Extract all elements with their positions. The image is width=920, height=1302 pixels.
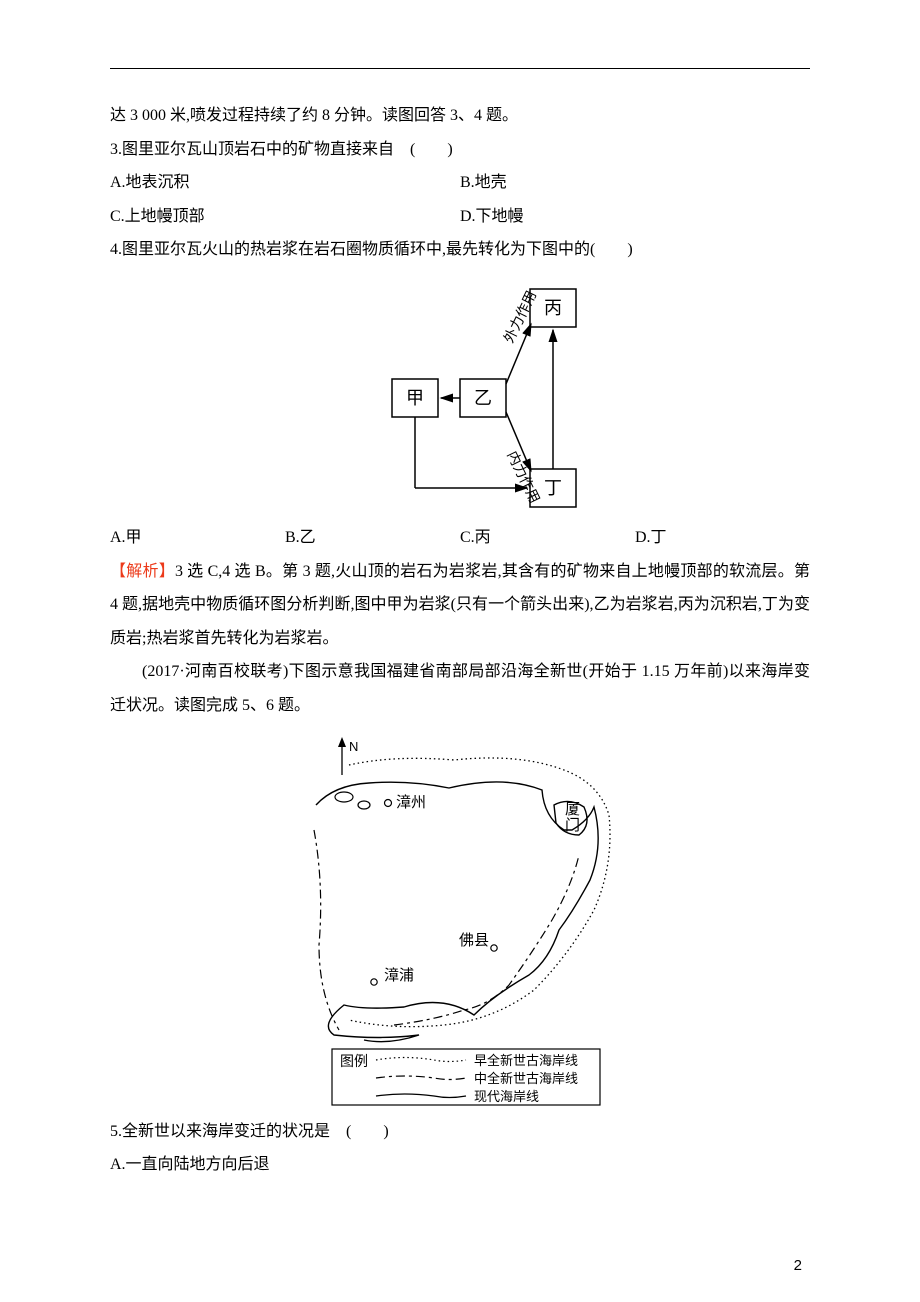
islet-2	[358, 801, 370, 809]
q5-optA: A.一直向陆地方向后退	[110, 1148, 810, 1182]
rock-cycle-figure: 甲 乙 丙 丁 外力作用 内力作用	[110, 279, 810, 513]
analysis-text: 3 选 C,4 选 B。第 3 题,火山顶的岩石为岩浆岩,其含有的矿物来自上地幔…	[110, 563, 810, 647]
coast-early	[349, 757, 610, 1026]
q3-optC: C.上地幔顶部	[110, 200, 460, 234]
q3-optD: D.下地幔	[460, 200, 810, 234]
north-arrow-head	[338, 737, 346, 747]
label-xiamen-2: 门	[565, 817, 580, 834]
q4-optC: C.丙	[460, 521, 635, 555]
marker-zhangzhou	[385, 799, 392, 806]
label-foxian: 佛县	[459, 932, 489, 949]
coast-mid	[314, 830, 579, 1030]
coast-map-figure: N 漳州 厦 门 佛县 漳浦 图例 早全新世古	[110, 735, 810, 1107]
page-content: 达 3 000 米,喷发过程持续了约 8 分钟。读图回答 3、4 题。 3.图里…	[0, 0, 920, 1232]
node-yi: 乙	[474, 388, 492, 408]
node-jia: 甲	[406, 388, 424, 408]
rock-cycle-svg: 甲 乙 丙 丁 外力作用 内力作用	[337, 279, 583, 513]
node-bing: 丙	[544, 298, 562, 318]
label-zhangzhou: 漳州	[396, 793, 426, 811]
islet-1	[335, 792, 353, 802]
q3-row2: C.上地幔顶部 D.下地幔	[110, 200, 810, 234]
legend-modern: 现代海岸线	[474, 1089, 539, 1104]
q3-optA: A.地表沉积	[110, 166, 460, 200]
q3-stem: 3.图里亚尔瓦山顶岩石中的矿物直接来自 ( )	[110, 133, 810, 167]
q4-stem: 4.图里亚尔瓦火山的热岩浆在岩石圈物质循环中,最先转化为下图中的( )	[110, 233, 810, 267]
q5-stem: 5.全新世以来海岸变迁的状况是 ( )	[110, 1115, 810, 1149]
passage2: (2017·河南百校联考)下图示意我国福建省南部局部沿海全新世(开始于 1.15…	[110, 655, 810, 722]
coast-map-svg: N 漳州 厦 门 佛县 漳浦 图例 早全新世古	[294, 735, 626, 1107]
legend-mid: 中全新世古海岸线	[474, 1071, 578, 1086]
q3-row1: A.地表沉积 B.地壳	[110, 166, 810, 200]
q4-options: A.甲 B.乙 C.丙 D.丁	[110, 521, 810, 555]
legend-title: 图例	[340, 1054, 368, 1070]
label-xiamen-1: 厦	[565, 802, 580, 818]
header-rule	[110, 68, 810, 69]
q4-optD: D.丁	[635, 521, 810, 555]
node-ding: 丁	[544, 478, 562, 498]
marker-zhangpu	[371, 978, 377, 984]
analysis-para: 【解析】3 选 C,4 选 B。第 3 题,火山顶的岩石为岩浆岩,其含有的矿物来…	[110, 555, 810, 656]
legend-early: 早全新世古海岸线	[474, 1053, 578, 1068]
q4-optA: A.甲	[110, 521, 285, 555]
north-label: N	[349, 739, 358, 754]
marker-foxian	[491, 944, 497, 950]
page-number: 2	[794, 1257, 802, 1274]
intro-continuation: 达 3 000 米,喷发过程持续了约 8 分钟。读图回答 3、4 题。	[110, 99, 810, 133]
q3-optB: B.地壳	[460, 166, 810, 200]
q4-optB: B.乙	[285, 521, 460, 555]
label-zhangpu: 漳浦	[384, 966, 414, 984]
analysis-label: 【解析】	[110, 563, 175, 580]
